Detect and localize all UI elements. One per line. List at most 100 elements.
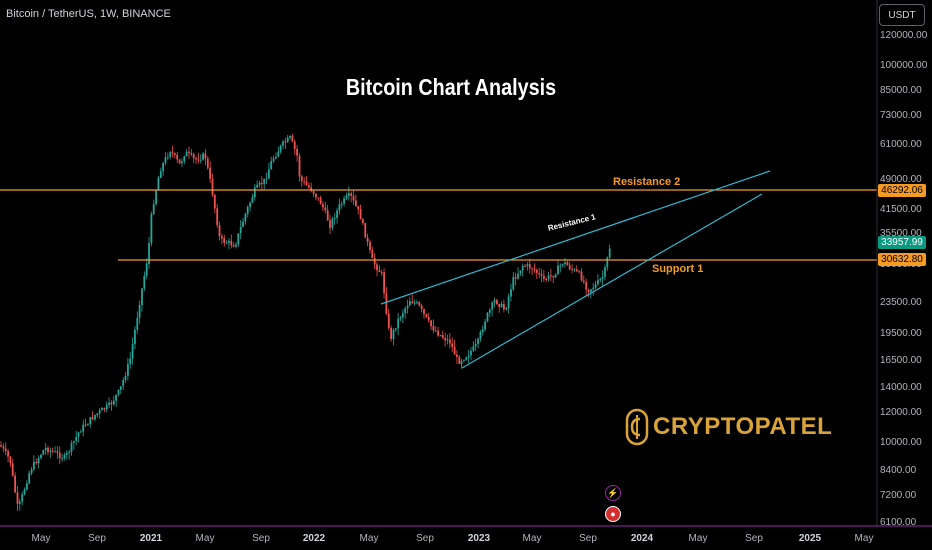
candle[interactable]	[101, 408, 103, 411]
candle[interactable]	[545, 279, 548, 280]
candle[interactable]	[206, 158, 209, 168]
candle[interactable]	[362, 219, 364, 223]
candle[interactable]	[373, 258, 376, 265]
candle[interactable]	[322, 204, 324, 208]
candle[interactable]	[387, 313, 390, 328]
candle[interactable]	[143, 275, 146, 289]
candle[interactable]	[514, 277, 517, 279]
candle[interactable]	[397, 318, 400, 329]
candle[interactable]	[202, 153, 204, 160]
candle[interactable]	[115, 394, 117, 401]
candle[interactable]	[103, 408, 106, 410]
candle[interactable]	[162, 163, 164, 172]
candle[interactable]	[237, 233, 240, 245]
candle[interactable]	[44, 447, 47, 451]
candle[interactable]	[423, 309, 425, 315]
candle[interactable]	[58, 452, 61, 459]
candle[interactable]	[343, 198, 345, 204]
candle[interactable]	[14, 475, 16, 493]
candle[interactable]	[533, 268, 536, 270]
candle[interactable]	[256, 184, 258, 188]
candle[interactable]	[463, 359, 465, 361]
candle[interactable]	[303, 181, 306, 183]
candle[interactable]	[453, 346, 456, 355]
candle[interactable]	[289, 136, 291, 138]
candle[interactable]	[550, 275, 552, 277]
candle[interactable]	[82, 424, 85, 432]
candle[interactable]	[418, 302, 421, 306]
candle[interactable]	[564, 262, 566, 264]
candle[interactable]	[599, 278, 602, 281]
candle[interactable]	[425, 314, 428, 317]
candle[interactable]	[561, 264, 564, 266]
candle[interactable]	[40, 454, 42, 458]
candle[interactable]	[498, 304, 501, 307]
candle[interactable]	[152, 204, 155, 215]
candle[interactable]	[33, 461, 35, 470]
candle[interactable]	[312, 191, 315, 194]
candle[interactable]	[2, 446, 5, 449]
candle[interactable]	[26, 483, 28, 490]
candle[interactable]	[87, 424, 89, 426]
currency-button[interactable]: USDT	[879, 4, 925, 26]
candle[interactable]	[524, 265, 526, 267]
candle[interactable]	[413, 302, 416, 304]
candle[interactable]	[355, 200, 357, 206]
candle[interactable]	[190, 153, 193, 155]
candle[interactable]	[587, 289, 590, 293]
candle[interactable]	[211, 178, 214, 195]
candle[interactable]	[437, 330, 439, 336]
candle[interactable]	[7, 451, 9, 457]
candle[interactable]	[23, 489, 26, 495]
candle[interactable]	[329, 220, 331, 228]
candle[interactable]	[77, 432, 80, 437]
candle[interactable]	[319, 198, 322, 205]
candle[interactable]	[91, 417, 94, 420]
candle[interactable]	[134, 329, 136, 345]
candle[interactable]	[317, 197, 320, 199]
candle[interactable]	[249, 202, 251, 207]
candle[interactable]	[552, 275, 555, 278]
candle[interactable]	[98, 410, 101, 414]
candle[interactable]	[493, 300, 496, 303]
candle[interactable]	[345, 196, 348, 199]
candle[interactable]	[127, 364, 129, 376]
candle[interactable]	[444, 337, 447, 341]
candle[interactable]	[406, 305, 409, 309]
candle[interactable]	[394, 328, 397, 330]
candle[interactable]	[65, 452, 68, 455]
candle[interactable]	[392, 329, 395, 340]
candle[interactable]	[188, 151, 190, 153]
candle[interactable]	[28, 472, 31, 484]
candle[interactable]	[141, 288, 143, 305]
candle[interactable]	[554, 274, 557, 278]
candle[interactable]	[411, 301, 414, 304]
candle[interactable]	[484, 321, 486, 330]
candle[interactable]	[150, 214, 153, 243]
candle[interactable]	[56, 451, 59, 453]
candle[interactable]	[538, 273, 541, 275]
candle[interactable]	[300, 176, 303, 182]
candle[interactable]	[458, 356, 461, 364]
candle[interactable]	[352, 195, 355, 201]
candle[interactable]	[439, 335, 442, 337]
candle[interactable]	[474, 344, 477, 347]
candle[interactable]	[477, 338, 479, 345]
candle[interactable]	[432, 326, 435, 331]
candle[interactable]	[333, 218, 336, 219]
candle[interactable]	[540, 274, 543, 276]
candle[interactable]	[547, 275, 550, 280]
candle[interactable]	[559, 265, 562, 267]
candle[interactable]	[282, 141, 284, 146]
candle[interactable]	[298, 155, 301, 177]
lower-trendline[interactable]	[461, 193, 763, 369]
candle[interactable]	[496, 300, 498, 305]
candle[interactable]	[94, 415, 96, 420]
candle[interactable]	[221, 236, 223, 239]
candle[interactable]	[9, 456, 12, 464]
candle[interactable]	[597, 280, 599, 285]
candle[interactable]	[284, 141, 287, 143]
candle[interactable]	[16, 492, 19, 504]
candle[interactable]	[75, 436, 78, 442]
candle[interactable]	[385, 293, 388, 314]
